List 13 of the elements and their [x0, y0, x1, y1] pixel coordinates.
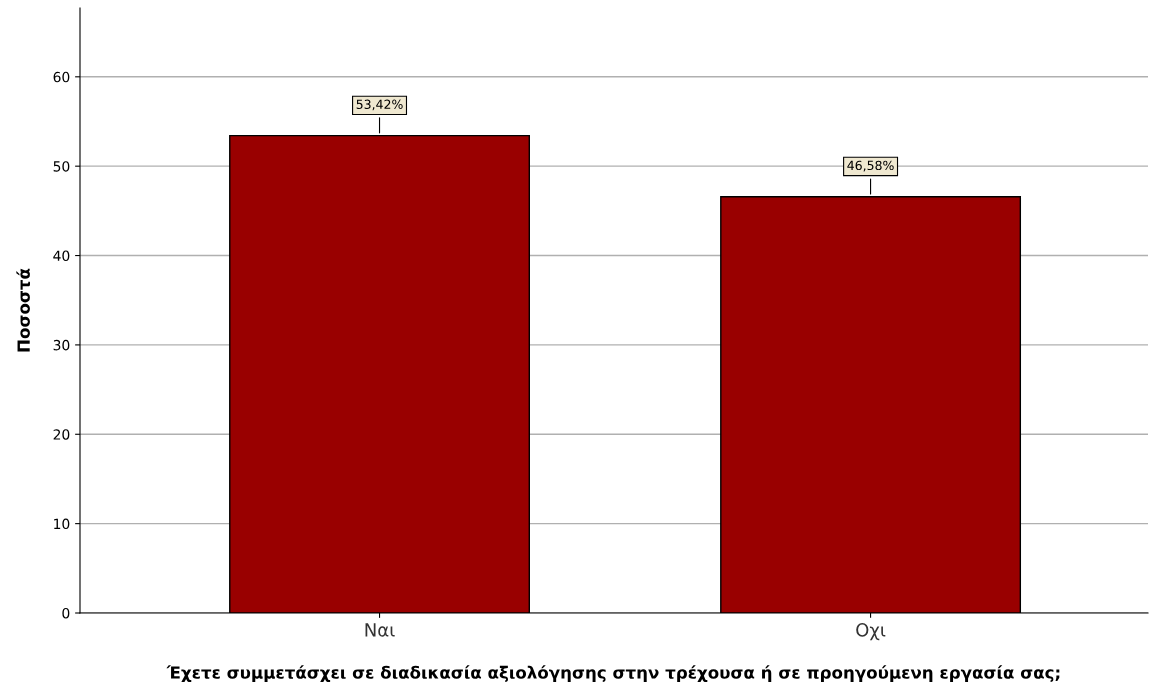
y-tick-label: 60 — [53, 71, 70, 83]
data-label: 46,58% — [847, 160, 894, 172]
y-tick-label: 10 — [54, 518, 70, 530]
data-label: 53,42% — [356, 99, 403, 111]
x-tick-label: Ναι — [365, 623, 395, 637]
y-tick-label: 20 — [53, 429, 70, 440]
y-tick-label: 50 — [53, 161, 70, 172]
x-tick-label: Οχι — [856, 623, 886, 641]
y-tick-label: 40 — [53, 250, 70, 262]
y-tick-label: 30 — [53, 339, 70, 351]
x-axis-title: Έχετε συμμετάσχει σε διαδικασία αξιολόγησης στην τρέχουσα ή σε προηγούμενη εργασία σας; — [166, 665, 1060, 683]
y-axis-title: Ποσοστά — [16, 268, 31, 352]
y-tick-label: 0 — [62, 607, 70, 619]
